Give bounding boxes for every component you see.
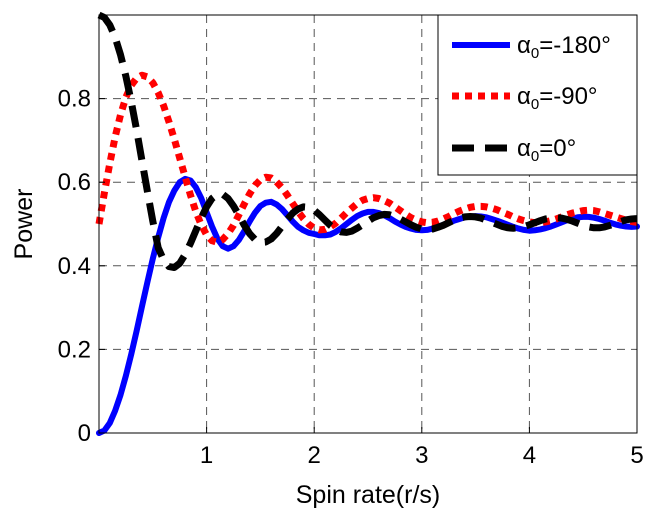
y-tick-label: 0.4 xyxy=(58,253,91,280)
legend-label-2: α0=0° xyxy=(517,135,576,165)
x-tick-label: 3 xyxy=(415,442,428,469)
legend: α0=-180° α0=-90° α0=0° xyxy=(437,14,638,176)
y-tick-label: 0 xyxy=(78,420,91,447)
y-tick-label: 0.6 xyxy=(58,169,91,196)
y-axis-title: Power xyxy=(10,189,38,260)
x-tick-label: 1 xyxy=(200,442,213,469)
x-tick-label: 4 xyxy=(523,442,536,469)
legend-label-0: α0=-180° xyxy=(517,32,611,62)
legend-label-1: α0=-90° xyxy=(517,83,598,113)
plot-frame xyxy=(98,14,638,434)
axis-ticks: 1 2 3 4 5 0 0.2 0.4 0.6 0.8 xyxy=(58,86,644,469)
y-tick-label: 0.2 xyxy=(58,336,91,363)
x-tick-label: 2 xyxy=(308,442,321,469)
x-axis-title: Spin rate(r/s) xyxy=(296,481,440,509)
x-tick-label: 5 xyxy=(630,442,643,469)
series-lines xyxy=(95,11,640,436)
y-tick-label: 0.8 xyxy=(58,86,91,113)
